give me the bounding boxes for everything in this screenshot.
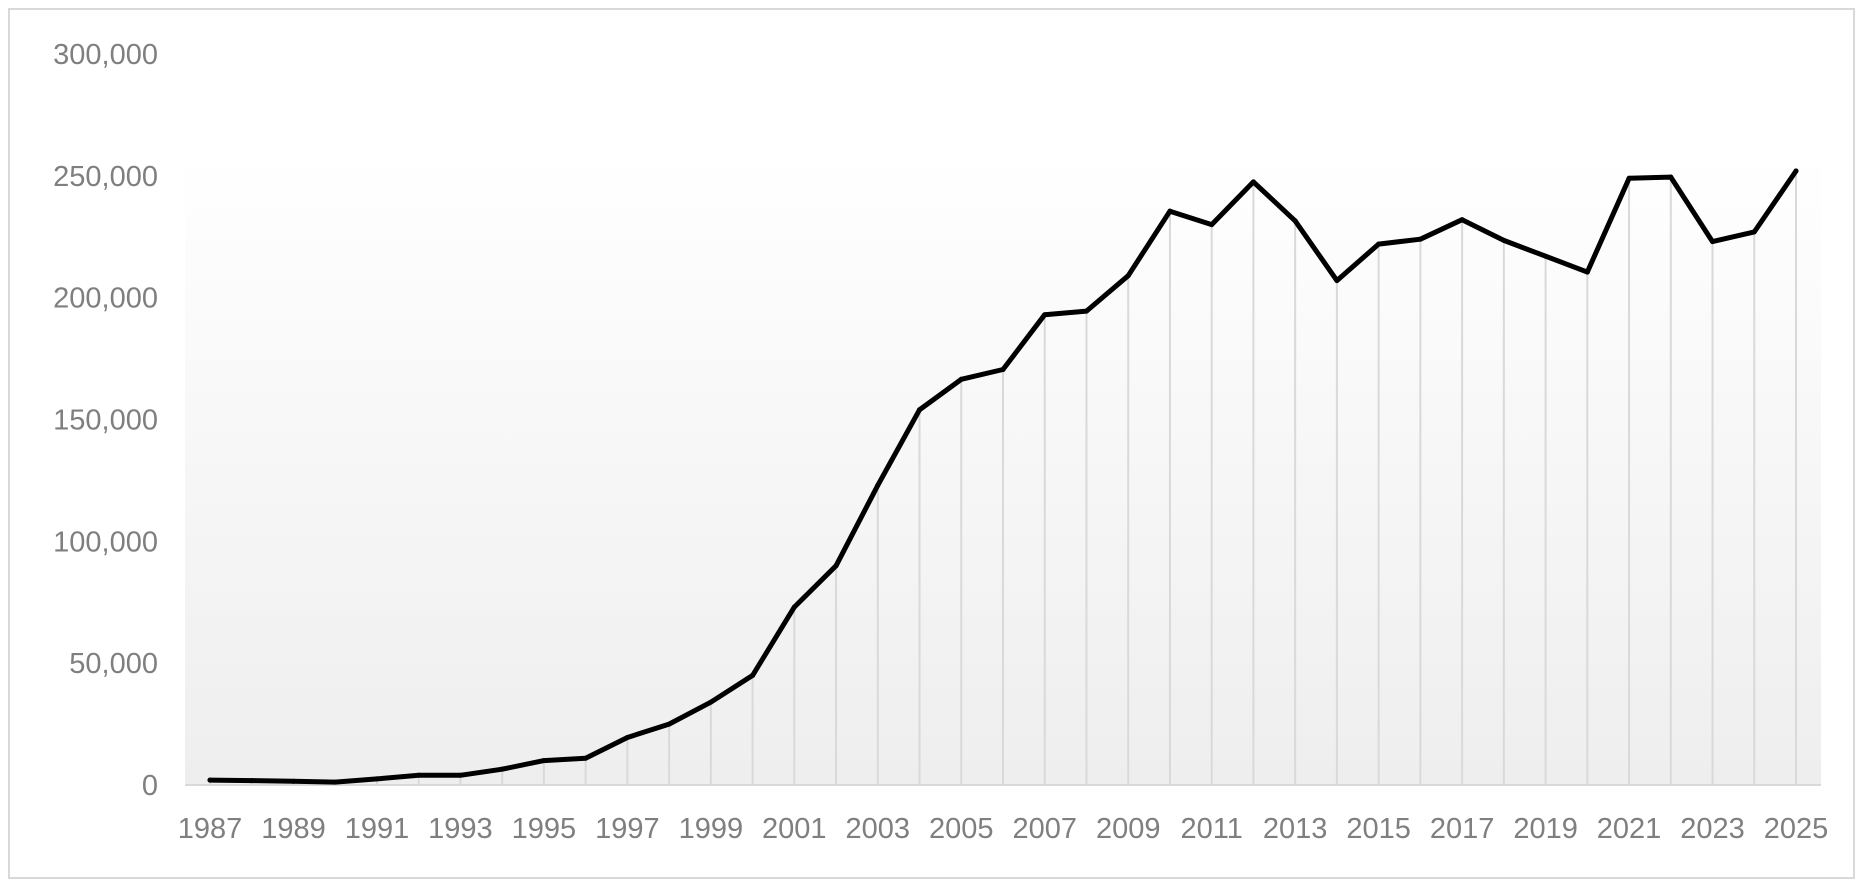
data-point bbox=[1250, 179, 1256, 185]
y-tick-label: 100,000 bbox=[53, 526, 158, 558]
data-point bbox=[374, 776, 380, 782]
data-point bbox=[1083, 308, 1089, 314]
data-point bbox=[666, 721, 672, 727]
x-tick-label: 1993 bbox=[428, 813, 493, 845]
data-point bbox=[1668, 174, 1674, 180]
data-point bbox=[1042, 312, 1048, 318]
data-point bbox=[1292, 218, 1298, 224]
y-tick-label: 300,000 bbox=[53, 39, 158, 71]
data-point bbox=[1543, 253, 1549, 259]
x-tick-label: 2025 bbox=[1764, 813, 1829, 845]
data-point bbox=[1626, 175, 1632, 181]
x-tick-label: 1991 bbox=[345, 813, 410, 845]
data-point bbox=[1793, 168, 1799, 174]
x-tick-label: 2001 bbox=[762, 813, 827, 845]
x-tick-label: 1999 bbox=[679, 813, 744, 845]
line-chart: 0 50,000 100,000 150,000 200,000 250,000 300,0… bbox=[53, 39, 1829, 845]
data-point bbox=[1710, 239, 1716, 245]
x-tick-label: 2013 bbox=[1263, 813, 1328, 845]
data-point bbox=[1125, 273, 1131, 279]
data-point bbox=[1584, 269, 1590, 275]
data-point bbox=[708, 699, 714, 705]
data-point bbox=[416, 772, 422, 778]
x-tick-label: 2023 bbox=[1680, 813, 1745, 845]
x-tick-label: 2019 bbox=[1513, 813, 1578, 845]
data-point bbox=[624, 734, 630, 740]
x-tick-label: 2011 bbox=[1180, 813, 1242, 845]
y-tick-label: 200,000 bbox=[53, 283, 158, 315]
data-point bbox=[332, 779, 338, 785]
data-point bbox=[499, 766, 505, 772]
data-point bbox=[583, 755, 589, 761]
data-point bbox=[1334, 278, 1340, 284]
data-point bbox=[958, 376, 964, 382]
data-point bbox=[750, 672, 756, 678]
x-tick-label: 1987 bbox=[178, 813, 243, 845]
data-point bbox=[917, 407, 923, 413]
data-point bbox=[249, 778, 255, 784]
data-point bbox=[833, 563, 839, 569]
y-tick-label: 50,000 bbox=[69, 648, 158, 680]
data-point bbox=[207, 777, 213, 783]
y-tick-label: 150,000 bbox=[53, 405, 158, 437]
data-point bbox=[1417, 236, 1423, 242]
data-point bbox=[1459, 217, 1465, 223]
x-tick-label: 1989 bbox=[261, 813, 326, 845]
data-point bbox=[1751, 229, 1757, 235]
data-point bbox=[1000, 367, 1006, 373]
y-tick-label: 250,000 bbox=[53, 161, 158, 193]
data-point bbox=[1209, 222, 1215, 228]
data-point bbox=[1167, 208, 1173, 214]
x-tick-label: 2017 bbox=[1430, 813, 1495, 845]
data-point bbox=[1501, 237, 1507, 243]
x-tick-label: 2005 bbox=[929, 813, 994, 845]
x-tick-label: 2009 bbox=[1096, 813, 1161, 845]
data-point bbox=[875, 482, 881, 488]
data-point bbox=[791, 604, 797, 610]
data-point bbox=[541, 758, 547, 764]
data-point bbox=[290, 778, 296, 784]
x-tick-label: 2021 bbox=[1597, 813, 1662, 845]
x-tick-label: 2015 bbox=[1346, 813, 1411, 845]
x-tick-label: 1995 bbox=[512, 813, 577, 845]
x-tick-label: 2003 bbox=[846, 813, 911, 845]
x-tick-label: 2007 bbox=[1012, 813, 1077, 845]
x-tick-label: 1997 bbox=[595, 813, 660, 845]
chart-frame: 0 50,000 100,000 150,000 200,000 250,000 300,0… bbox=[8, 8, 1855, 879]
data-point bbox=[457, 772, 463, 778]
y-tick-label: 0 bbox=[142, 770, 158, 802]
data-point bbox=[1376, 241, 1382, 247]
